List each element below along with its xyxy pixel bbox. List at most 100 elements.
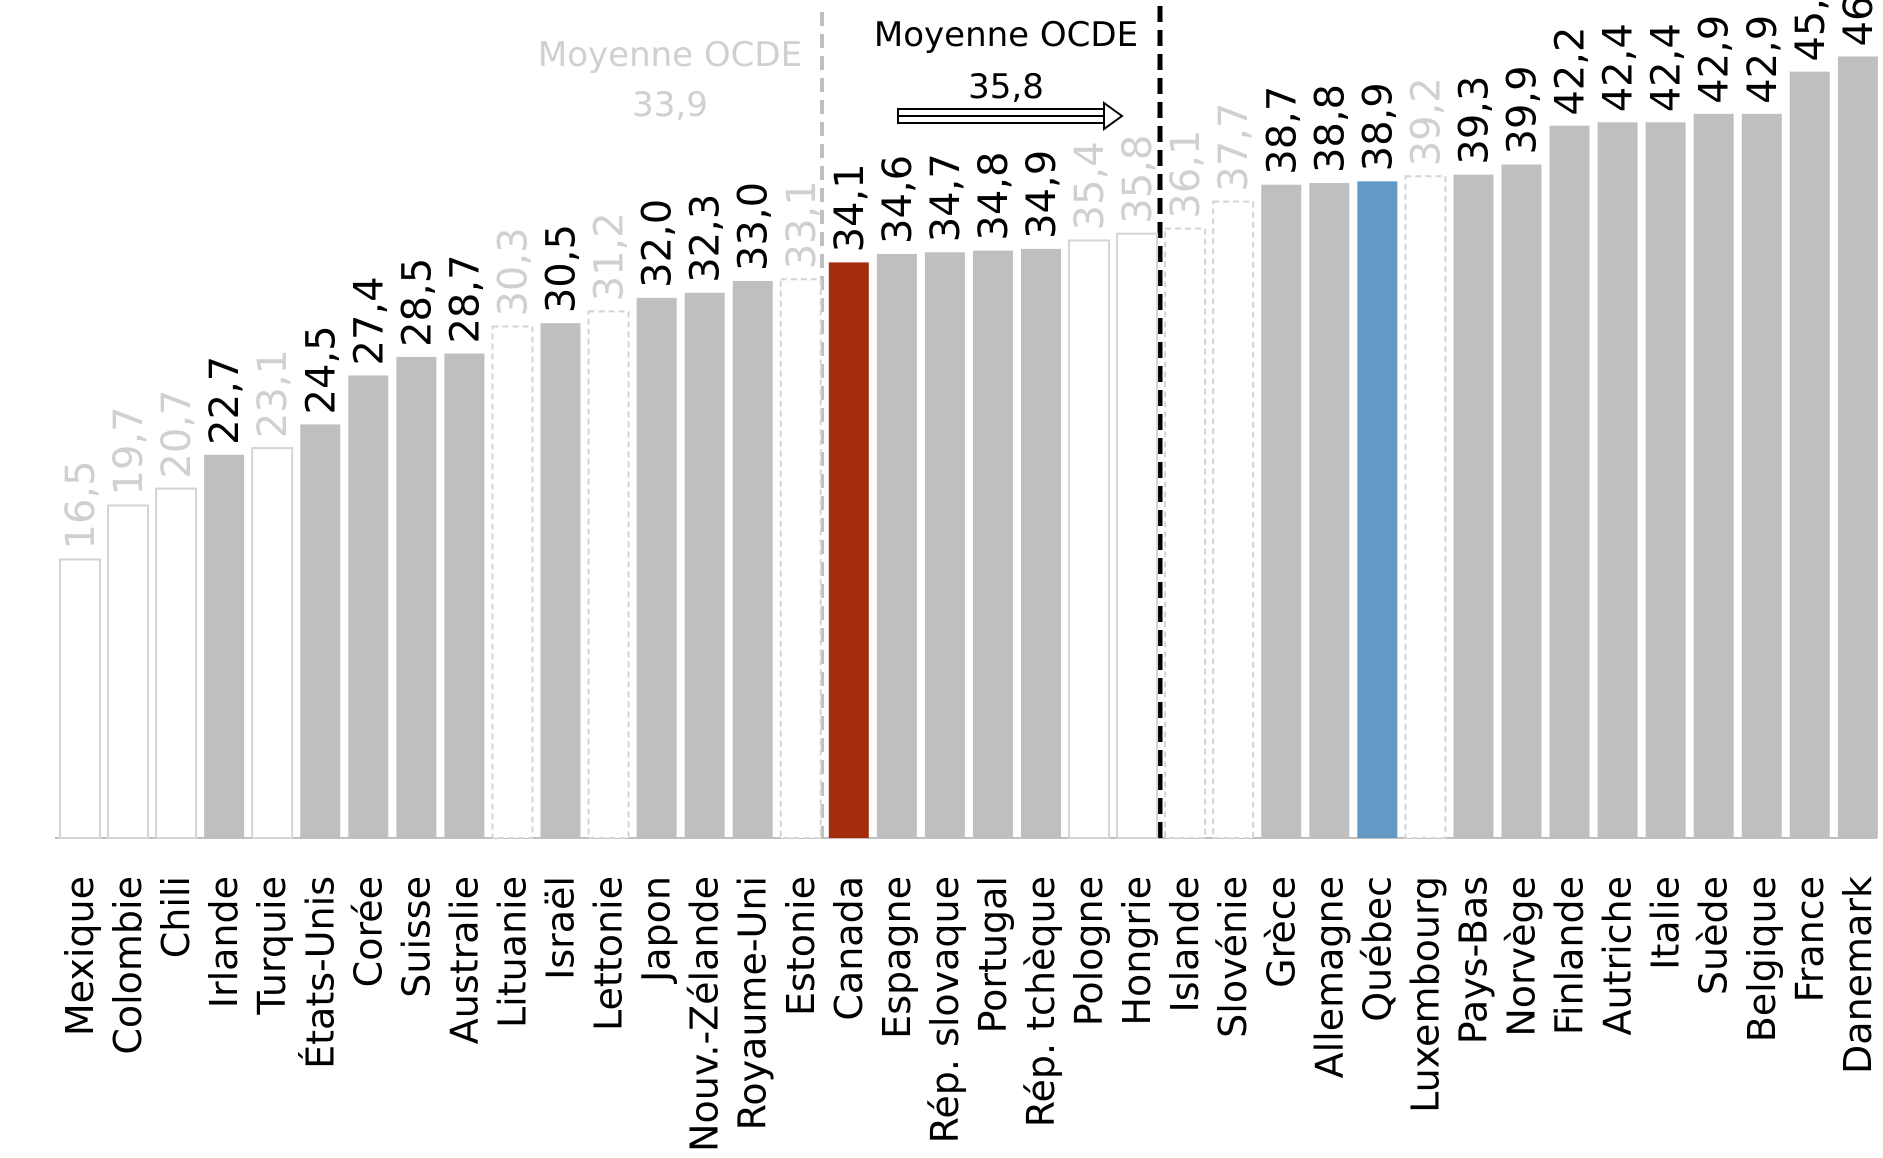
- bar-value-label: 32,3: [683, 194, 729, 283]
- right-arrow-icon: [897, 101, 1124, 131]
- bar-value-label: 36,1: [1163, 130, 1209, 219]
- bar: [251, 447, 294, 839]
- category-label: Australie: [442, 876, 486, 1044]
- category-label: Luxembourg: [1403, 876, 1447, 1113]
- bar: [1357, 181, 1398, 839]
- category-label: Slovénie: [1211, 876, 1255, 1038]
- bar: [1068, 239, 1111, 839]
- bar: [587, 310, 630, 839]
- bar-value-label: 30,5: [539, 224, 585, 313]
- bar: [1837, 56, 1878, 839]
- category-label: Estonie: [779, 876, 823, 1016]
- bar: [779, 278, 822, 840]
- bar-value-label: 34,9: [1019, 150, 1065, 239]
- category-label: Islande: [1163, 876, 1207, 1012]
- bar: [1404, 175, 1447, 839]
- bar-value-label: 28,5: [394, 258, 440, 347]
- bar: [1164, 227, 1207, 839]
- bar: [1741, 113, 1782, 838]
- bar-value-label: 31,2: [587, 212, 633, 301]
- category-label: Espagne: [875, 876, 919, 1039]
- bar: [1309, 183, 1350, 838]
- category-label: Lettonie: [587, 876, 631, 1031]
- category-label: Danemark: [1836, 876, 1880, 1074]
- bar-value-label: 22,7: [202, 356, 248, 445]
- bar-value-label: 32,0: [635, 199, 681, 288]
- bar-value-label: 42,4: [1596, 23, 1642, 112]
- bar: [684, 292, 725, 838]
- category-label: Lituanie: [490, 876, 534, 1028]
- bar-value-label: 34,1: [827, 163, 873, 252]
- bar-value-label: 33,0: [731, 182, 777, 271]
- category-label: Hongrie: [1115, 876, 1159, 1026]
- bar: [732, 280, 773, 839]
- category-label: Colombie: [106, 876, 150, 1055]
- old-average-value: 33,9: [632, 85, 708, 125]
- bar-value-label: 30,3: [490, 227, 536, 316]
- bar-value-label: 38,9: [1355, 82, 1401, 171]
- oecd-average-value: 35,8: [968, 67, 1044, 107]
- bar: [972, 250, 1013, 839]
- category-label: Autriche: [1596, 876, 1640, 1036]
- bar-value-label: 16,5: [58, 460, 104, 549]
- category-label: États-Unis: [298, 876, 342, 1069]
- bar: [1501, 164, 1542, 838]
- old-average-label: Moyenne OCDE: [538, 35, 802, 75]
- bar: [1021, 248, 1061, 838]
- bar-value-label: 39,3: [1451, 76, 1497, 165]
- bar: [155, 487, 198, 839]
- bar-value-label: 24,5: [298, 325, 344, 414]
- bar: [924, 252, 965, 838]
- bar: [396, 356, 437, 838]
- category-label: Finlande: [1548, 876, 1592, 1035]
- category-label: Irlande: [202, 876, 246, 1008]
- category-label: Québec: [1355, 876, 1399, 1022]
- category-label: Rép. slovaque: [923, 876, 967, 1143]
- category-label: Pays-Bas: [1451, 876, 1495, 1044]
- category-label: Pologne: [1067, 876, 1111, 1026]
- bar-value-label: 39,2: [1403, 77, 1449, 166]
- bar: [348, 375, 389, 838]
- category-label: Grèce: [1259, 876, 1303, 988]
- category-label: Nouv.-Zélande: [683, 876, 727, 1152]
- bar-value-label: 34,8: [971, 152, 1017, 241]
- bar-value-label: 35,4: [1067, 141, 1113, 230]
- bar-value-label: 45,4: [1788, 0, 1834, 62]
- bar: [636, 297, 677, 839]
- bar: [491, 325, 534, 839]
- category-label: Suède: [1692, 876, 1736, 995]
- bar: [1116, 232, 1159, 840]
- category-label: France: [1788, 876, 1832, 1002]
- category-label: Italie: [1644, 876, 1688, 970]
- bar-value-label: 38,8: [1307, 84, 1353, 173]
- bar-value-label: 28,7: [442, 254, 488, 343]
- category-label: Corée: [346, 876, 390, 987]
- bar: [1693, 113, 1734, 838]
- bar: [1212, 200, 1255, 839]
- bar: [1549, 125, 1590, 838]
- category-label: Suisse: [394, 876, 438, 998]
- category-label: Norvège: [1500, 876, 1544, 1037]
- bar-value-label: 19,7: [106, 406, 152, 495]
- bar-value-label: 23,1: [250, 349, 296, 438]
- category-label: Royaume-Uni: [731, 876, 775, 1130]
- category-label: Japon: [635, 876, 679, 984]
- bar-value-label: 37,7: [1211, 103, 1257, 192]
- bar: [876, 253, 917, 838]
- bar-value-label: 34,6: [875, 155, 921, 244]
- bar-value-label: 42,9: [1692, 15, 1738, 104]
- bar: [300, 424, 341, 838]
- bar: [59, 558, 101, 839]
- category-label: Chili: [154, 876, 198, 958]
- category-label: Turquie: [250, 876, 294, 1016]
- bar: [1789, 71, 1830, 838]
- category-label: Israël: [539, 876, 583, 980]
- bar-value-label: 35,8: [1115, 135, 1161, 224]
- bar-value-label: 20,7: [154, 390, 200, 479]
- category-label: Mexique: [58, 876, 102, 1036]
- bars-group: 16,5 Mexique 19,7 Colombie 20,7 Chili 22,7 Irla…: [58, 0, 1882, 1152]
- bar: [1261, 184, 1302, 838]
- bar-value-label: 27,4: [346, 276, 392, 365]
